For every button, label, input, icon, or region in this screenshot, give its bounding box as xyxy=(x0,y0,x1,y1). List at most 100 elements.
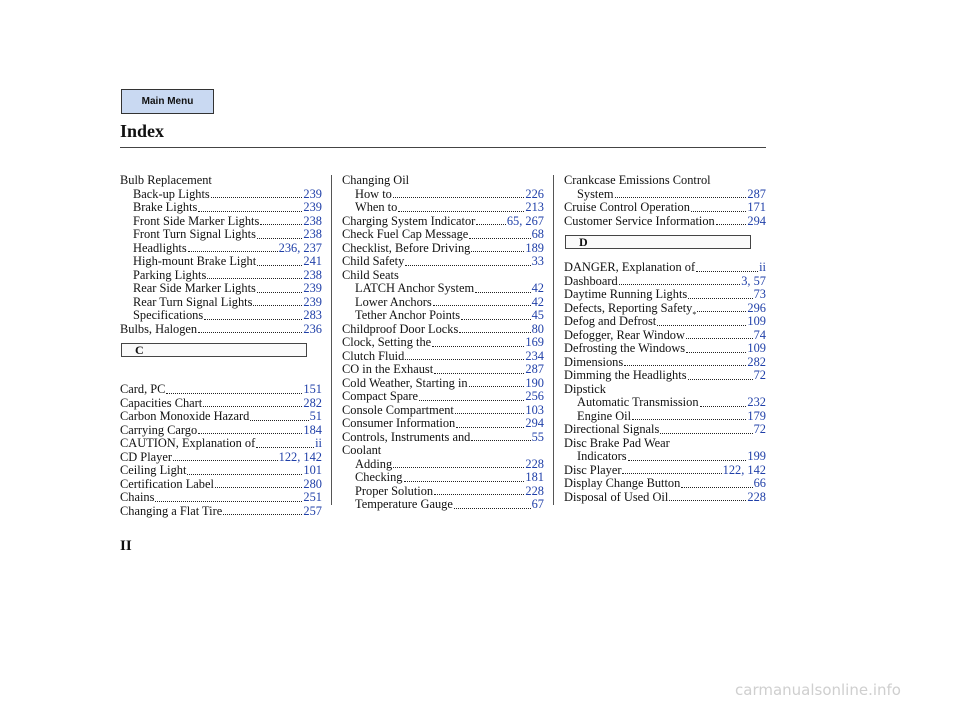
dot-leader xyxy=(624,365,747,366)
page-link[interactable]: 68 xyxy=(531,227,544,241)
page-link[interactable]: ii xyxy=(315,436,322,450)
index-entry: Disc Player 122, 142 xyxy=(564,462,766,478)
page-link[interactable]: 213 xyxy=(525,200,544,214)
page-link[interactable]: 294 xyxy=(525,416,544,430)
index-entry: Defrosting the Windows 109 xyxy=(564,341,766,356)
page-link[interactable]: 287 xyxy=(525,362,544,376)
entry-label: DANGER, Explanation of xyxy=(564,260,696,274)
entry-label: Daytime Running Lights xyxy=(564,287,688,301)
page-link[interactable]: ii xyxy=(759,260,766,274)
index-entry: Changing a Flat Tire 257 xyxy=(120,503,322,519)
page-link[interactable]: 103 xyxy=(525,402,544,417)
page-link[interactable]: 241 xyxy=(303,254,322,268)
entry-label: Changing Oil xyxy=(342,173,410,187)
dot-leader xyxy=(459,332,531,333)
page-link[interactable]: 228 xyxy=(525,456,544,471)
index-entry: Consumer Information 294 xyxy=(342,416,544,431)
page-link[interactable]: 151 xyxy=(303,382,322,396)
page-link[interactable]: 296 xyxy=(747,300,766,315)
page-link[interactable]: 282 xyxy=(303,395,322,410)
page-link[interactable]: 251 xyxy=(303,490,322,504)
page-link[interactable]: 287 xyxy=(747,186,766,201)
page-link[interactable]: 72 xyxy=(753,368,766,382)
entry-label: Child Safety xyxy=(342,254,405,268)
dot-leader xyxy=(660,432,753,434)
page-link[interactable]: 179 xyxy=(747,408,766,423)
page-link[interactable]: 199 xyxy=(747,449,766,463)
dot-leader xyxy=(198,433,303,434)
page-link[interactable]: 109 xyxy=(747,314,766,328)
page-link[interactable]: 239 xyxy=(303,294,322,309)
page-link[interactable]: 72 xyxy=(753,422,766,436)
entry-label: Defects, Reporting Safety xyxy=(564,300,693,315)
dot-leader xyxy=(256,446,315,448)
dot-leader xyxy=(392,197,525,198)
index-entry: Back-up Lights 239 xyxy=(120,186,322,202)
page-link[interactable]: 190 xyxy=(525,375,544,390)
title-rule xyxy=(120,147,766,148)
page-link[interactable]: 42 xyxy=(531,294,544,309)
page-link[interactable]: 181 xyxy=(525,470,544,484)
page-link[interactable]: 236, 237 xyxy=(278,240,322,255)
index-entry: Defects, Reporting Safety * 296 xyxy=(564,300,766,319)
page-link[interactable]: 80 xyxy=(531,321,544,336)
index-entry: Directional Signals 72 xyxy=(564,422,766,437)
page-link[interactable]: 109 xyxy=(747,341,766,355)
page-link[interactable]: 42 xyxy=(531,281,544,295)
page-link[interactable]: 184 xyxy=(303,422,322,437)
index-entry: Dipstick xyxy=(564,382,766,397)
dot-leader xyxy=(614,197,747,198)
page-link[interactable]: 65, 267 xyxy=(506,213,544,228)
page-link[interactable]: 51 xyxy=(309,409,322,423)
page-link[interactable]: 67 xyxy=(531,497,544,511)
dot-leader xyxy=(432,305,531,306)
dot-leader xyxy=(207,278,303,279)
page-link[interactable]: 239 xyxy=(303,186,322,201)
page-link[interactable]: 228 xyxy=(747,489,766,504)
page-link[interactable]: 256 xyxy=(525,389,544,403)
page-link[interactable]: 280 xyxy=(303,476,322,491)
page-link[interactable]: 74 xyxy=(753,327,766,342)
dot-leader xyxy=(622,473,722,474)
page-link[interactable]: 234 xyxy=(525,348,544,363)
page-link[interactable]: 3, 57 xyxy=(741,273,766,288)
main-menu-button[interactable]: Main Menu xyxy=(121,89,214,114)
dot-leader xyxy=(257,264,303,266)
page-link[interactable]: 239 xyxy=(303,281,322,295)
page-link[interactable]: 232 xyxy=(747,395,766,409)
page-link[interactable]: 33 xyxy=(531,254,544,268)
page-link[interactable]: 101 xyxy=(303,463,322,477)
page-link[interactable]: 169 xyxy=(525,335,544,349)
entry-label: Crankcase Emissions Control xyxy=(564,173,711,187)
page-link[interactable]: 189 xyxy=(525,240,544,255)
page-link[interactable]: 228 xyxy=(525,483,544,498)
page-link[interactable]: 122, 142 xyxy=(278,449,322,464)
entry-label: Front Side Marker Lights xyxy=(133,213,260,228)
page-link[interactable]: 236 xyxy=(303,321,322,336)
dot-leader xyxy=(398,210,525,212)
page-link[interactable]: 283 xyxy=(303,308,322,322)
dot-leader xyxy=(669,500,747,501)
dot-leader xyxy=(434,372,525,374)
page-link[interactable]: 45 xyxy=(531,308,544,322)
entry-label: Proper Solution xyxy=(355,483,434,498)
page-link[interactable]: 226 xyxy=(525,186,544,201)
page-link[interactable]: 238 xyxy=(303,227,322,241)
dot-leader xyxy=(618,284,741,285)
dot-leader xyxy=(681,486,753,488)
index-entry: LATCH Anchor System 42 xyxy=(342,281,544,296)
page-link[interactable]: 171 xyxy=(747,200,766,214)
page-link[interactable]: 55 xyxy=(531,429,544,444)
page-link[interactable]: 282 xyxy=(747,354,766,369)
page-link[interactable]: 294 xyxy=(747,213,766,228)
page-link[interactable]: 122, 142 xyxy=(722,462,766,477)
page-link[interactable]: 238 xyxy=(303,267,322,282)
page-link[interactable]: 238 xyxy=(303,213,322,228)
page-link[interactable]: 73 xyxy=(753,287,766,301)
page-link[interactable]: 239 xyxy=(303,200,322,214)
index-entry: Childproof Door Locks 80 xyxy=(342,321,544,337)
page-link[interactable]: 66 xyxy=(753,476,766,490)
index-column: Bulb Replacement Back-up Lights 239 Brake L… xyxy=(120,173,322,519)
dot-leader xyxy=(419,399,525,401)
page-link[interactable]: 257 xyxy=(303,503,322,518)
